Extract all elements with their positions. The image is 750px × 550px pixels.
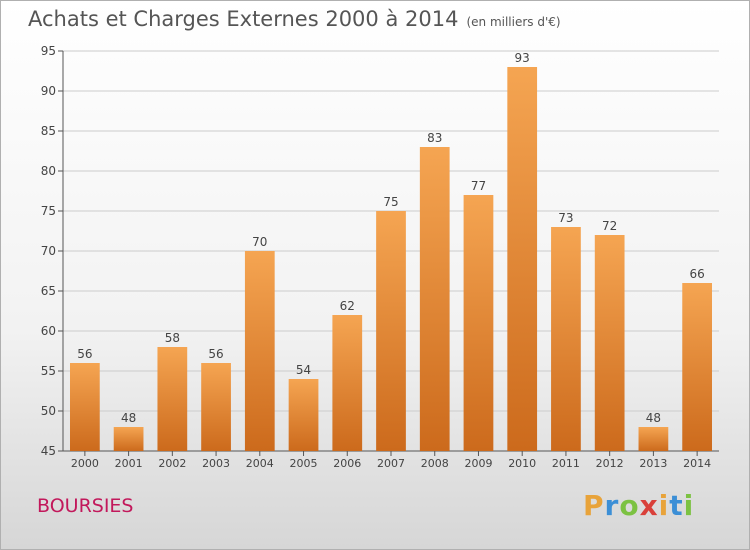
logo-letter: r — [604, 489, 620, 522]
x-tick-label: 2003 — [202, 457, 230, 470]
bar-2003 — [201, 363, 231, 451]
x-tick-label: 2006 — [333, 457, 361, 470]
y-tick-label: 45 — [41, 444, 56, 458]
y-tick-label: 70 — [41, 244, 56, 258]
logo-letter: i — [683, 489, 695, 522]
x-tick-label: 2012 — [596, 457, 624, 470]
x-tick-label: 2010 — [508, 457, 536, 470]
commune-name: BOURSIES — [37, 495, 134, 517]
bar-2009 — [463, 195, 494, 451]
logo-letter: x — [639, 489, 659, 522]
bar-2002 — [157, 347, 188, 451]
bar-value-label: 54 — [296, 363, 311, 377]
bar-value-label: 56 — [77, 347, 92, 361]
bar-value-label: 62 — [340, 299, 355, 313]
y-tick-label: 80 — [41, 164, 56, 178]
y-tick-label: 75 — [41, 204, 56, 218]
logo-letter: i — [658, 489, 670, 522]
logo-letter: t — [669, 489, 684, 522]
bar-value-label: 93 — [515, 51, 530, 65]
x-tick-label: 2014 — [683, 457, 711, 470]
bar-value-label: 83 — [427, 131, 442, 145]
bar-2005 — [288, 379, 319, 451]
bar-2004 — [244, 251, 275, 451]
bar-value-label: 70 — [252, 235, 267, 249]
y-tick-label: 60 — [41, 324, 56, 338]
bar-2001 — [113, 427, 144, 451]
x-tick-label: 2011 — [552, 457, 580, 470]
y-tick-label: 85 — [41, 124, 56, 138]
y-tick-label: 55 — [41, 364, 56, 378]
x-tick-label: 2002 — [158, 457, 186, 470]
x-tick-label: 2005 — [290, 457, 318, 470]
x-tick-label: 2001 — [115, 457, 143, 470]
x-tick-label: 2000 — [71, 457, 99, 470]
bar-value-label: 48 — [646, 411, 661, 425]
chart-title: Achats et Charges Externes 2000 à 2014 (e… — [28, 7, 561, 31]
y-tick-label: 50 — [41, 404, 56, 418]
bar-2013 — [638, 427, 669, 451]
chart-subtitle: (en milliers d'€) — [466, 15, 561, 29]
bar-value-label: 77 — [471, 179, 486, 193]
y-tick-label: 95 — [41, 44, 56, 58]
x-tick-label: 2004 — [246, 457, 274, 470]
bar-2000 — [69, 363, 100, 451]
title-text: Achats et Charges Externes 2000 à 2014 — [28, 7, 459, 31]
bar-value-label: 66 — [689, 267, 704, 281]
bar-2014 — [682, 283, 713, 451]
bar-value-label: 48 — [121, 411, 136, 425]
bar-value-label: 72 — [602, 219, 617, 233]
y-tick-label: 90 — [41, 84, 56, 98]
proxiti-logo: Proxiti — [583, 489, 694, 522]
bar-value-label: 58 — [165, 331, 180, 345]
logo-letter: P — [583, 489, 605, 522]
x-tick-label: 2013 — [639, 457, 667, 470]
bar-value-label: 56 — [208, 347, 223, 361]
y-tick-label: 65 — [41, 284, 56, 298]
x-tick-label: 2009 — [464, 457, 492, 470]
bar-value-label: 73 — [558, 211, 573, 225]
x-tick-label: 2008 — [421, 457, 449, 470]
bar-2006 — [332, 315, 363, 451]
logo-letter: o — [619, 489, 640, 522]
bar-value-label: 75 — [383, 195, 398, 209]
bar-2011 — [551, 227, 581, 451]
bar-2007 — [376, 211, 406, 451]
x-tick-label: 2007 — [377, 457, 405, 470]
bar-2008 — [419, 147, 450, 451]
bar-2010 — [507, 67, 538, 451]
bar-2012 — [594, 235, 625, 451]
